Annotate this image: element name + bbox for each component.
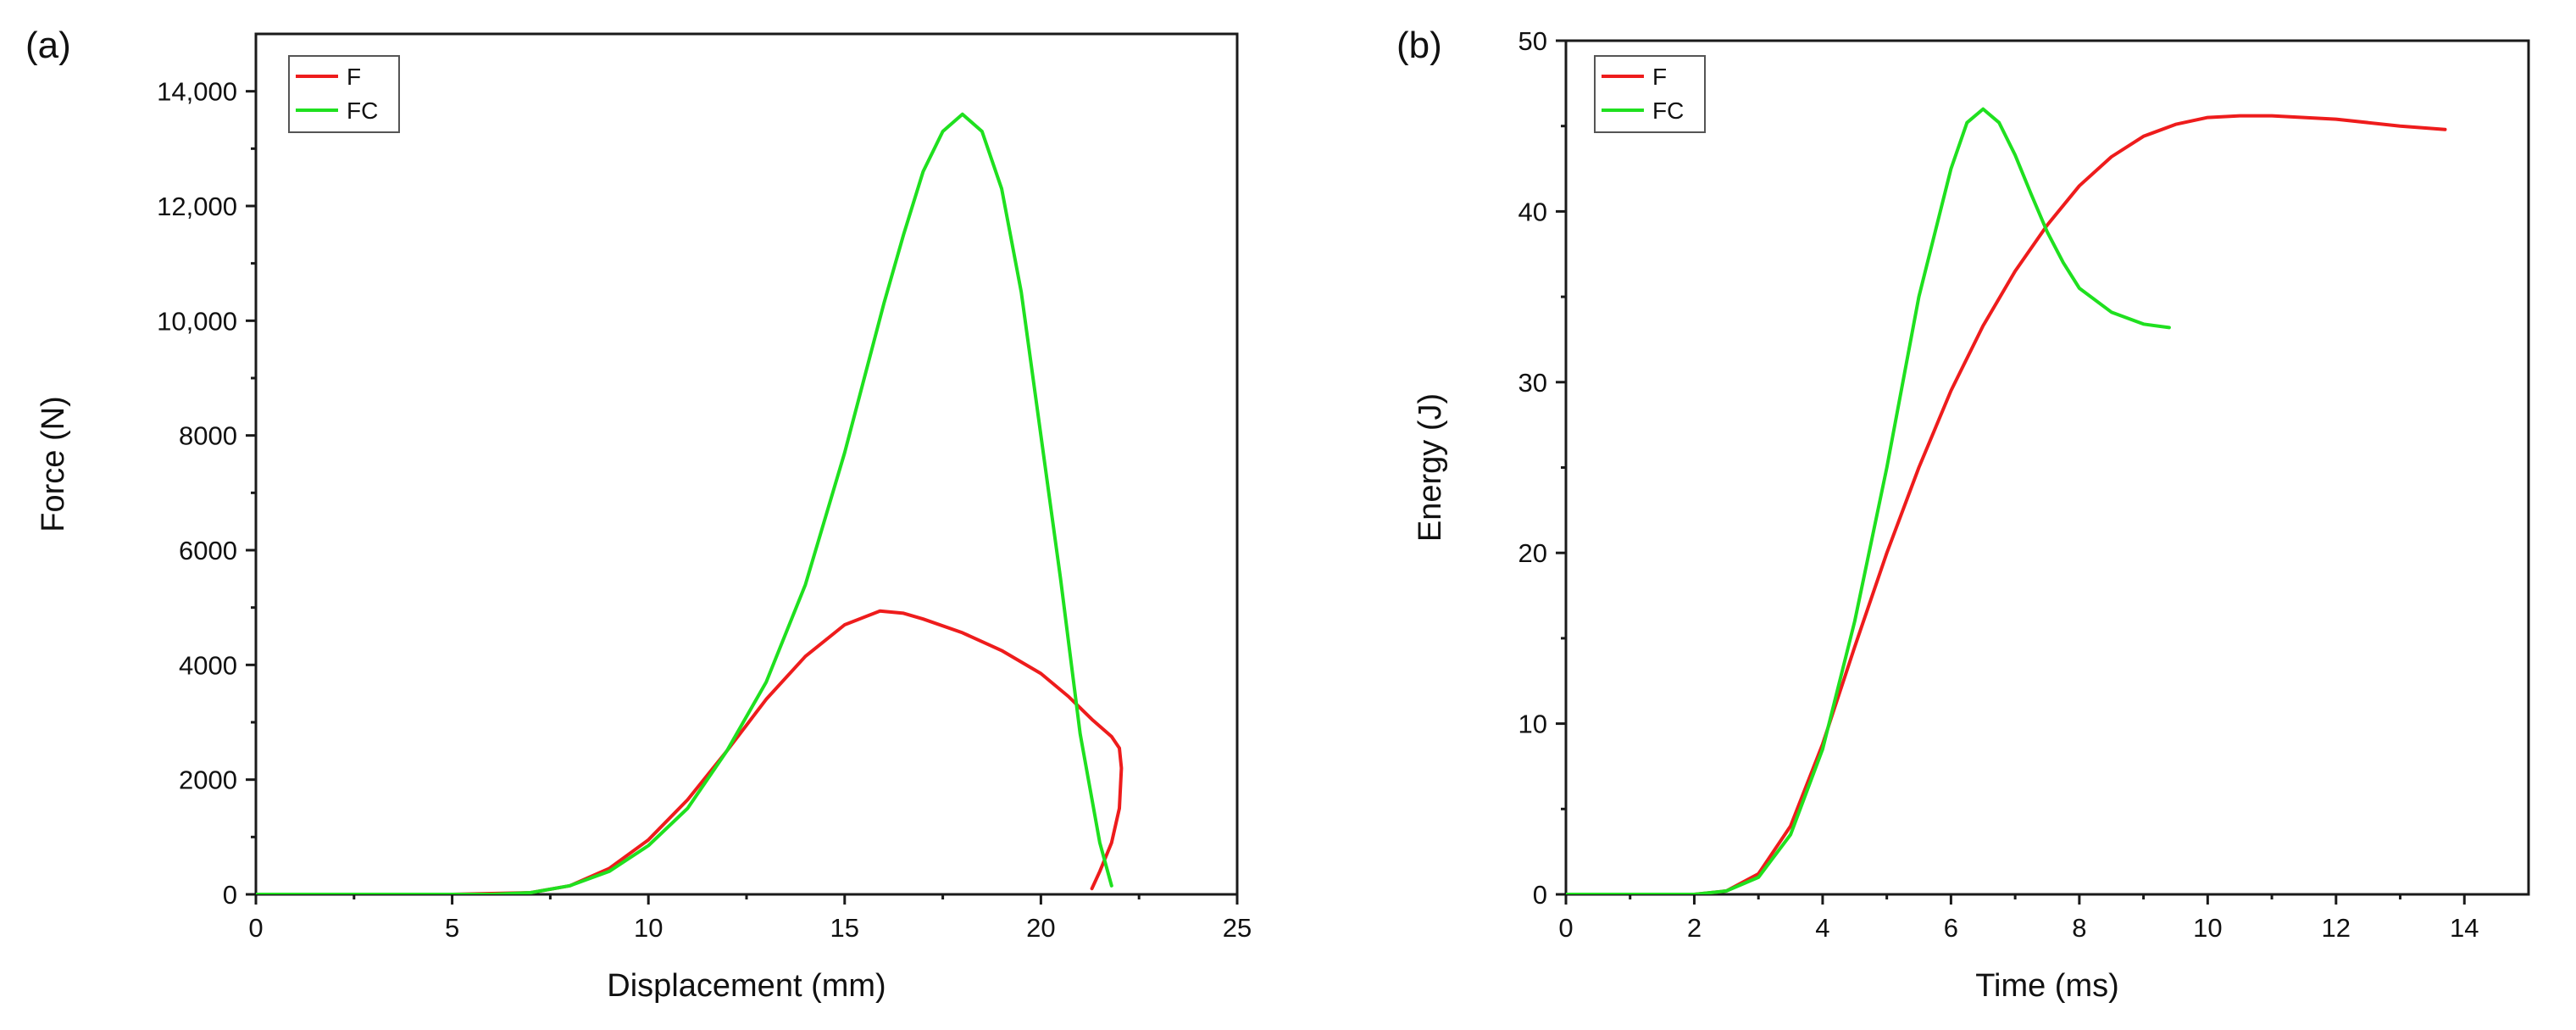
x-tick-label-b: 14 xyxy=(2450,913,2479,943)
x-tick-label-a: 15 xyxy=(830,913,859,943)
legend-label-a-fc: FC xyxy=(347,97,378,124)
series-line-a-f xyxy=(256,609,1124,894)
y-axis-label-a: Force (N) xyxy=(36,396,71,532)
panel-label-b: (b) xyxy=(1396,25,1442,66)
series-line-b-f xyxy=(1566,114,2447,894)
y-tick-label-a: 0 xyxy=(223,880,237,910)
x-tick-label-b: 6 xyxy=(1944,913,1958,943)
y-tick-label-b: 50 xyxy=(1518,26,1547,56)
series-line-a-fc xyxy=(256,112,1113,894)
x-tick-label-b: 2 xyxy=(1687,913,1702,943)
x-tick-label-b: 10 xyxy=(2193,913,2222,943)
y-tick-label-a: 8000 xyxy=(179,421,237,451)
plot-frame-a xyxy=(254,32,1239,896)
y-tick-label-b: 30 xyxy=(1518,368,1547,398)
x-tick-label-a: 5 xyxy=(445,913,459,943)
legend-box-b xyxy=(1594,55,1706,133)
y-tick-label-b: 0 xyxy=(1533,880,1547,910)
y-tick-label-a: 2000 xyxy=(179,766,237,795)
legend-label-a-f: F xyxy=(347,64,361,90)
x-tick-label-b: 4 xyxy=(1815,913,1829,943)
x-tick-label-b: 8 xyxy=(2072,913,2086,943)
series-line-b-fc xyxy=(1566,107,2171,894)
panel-b-energy-time: (b) 0 2 4 6 8 10 12 14 0 10 20 30 40 50 Time (ms) Energy… xyxy=(1288,0,2576,1030)
y-tick-label-a: 12,000 xyxy=(157,192,237,221)
y-tick-label-a: 4000 xyxy=(179,650,237,680)
x-tick-label-a: 20 xyxy=(1026,913,1055,943)
legend-label-b-f: F xyxy=(1652,64,1667,90)
y-tick-label-a: 10,000 xyxy=(157,306,237,336)
y-tick-label-a: 14,000 xyxy=(157,77,237,107)
x-tick-label-a: 25 xyxy=(1223,913,1252,943)
y-tick-label-a: 6000 xyxy=(179,536,237,565)
y-tick-label-b: 40 xyxy=(1518,197,1547,226)
x-tick-label-a: 0 xyxy=(248,913,263,943)
y-axis-label-b: Energy (J) xyxy=(1413,393,1448,542)
x-tick-label-a: 10 xyxy=(634,913,663,943)
chart-a-svg: (a) 0 5 10 15 20 25 0 2000 4000 6000 8000 10,000 12,0… xyxy=(25,25,1252,1004)
y-tick-label-b: 20 xyxy=(1518,538,1547,568)
x-tick-label-b: 0 xyxy=(1558,913,1573,943)
chart-b-svg: (b) 0 2 4 6 8 10 12 14 0 10 20 30 40 50 Time (ms) Energy… xyxy=(1396,25,2530,1004)
y-tick-label-b: 10 xyxy=(1518,710,1547,739)
legend-label-b-fc: FC xyxy=(1652,97,1684,124)
x-tick-label-b: 12 xyxy=(2322,913,2351,943)
legend-box-a xyxy=(288,55,400,133)
panel-a-force-displacement: (a) 0 5 10 15 20 25 0 2000 4000 6000 8000 10,000 12,0… xyxy=(25,25,1252,1004)
x-axis-label-a: Displacement (mm) xyxy=(607,968,886,1004)
plot-frame-b xyxy=(1564,39,2530,896)
panel-label-a: (a) xyxy=(25,25,71,66)
x-axis-label-b: Time (ms) xyxy=(1975,968,2119,1004)
